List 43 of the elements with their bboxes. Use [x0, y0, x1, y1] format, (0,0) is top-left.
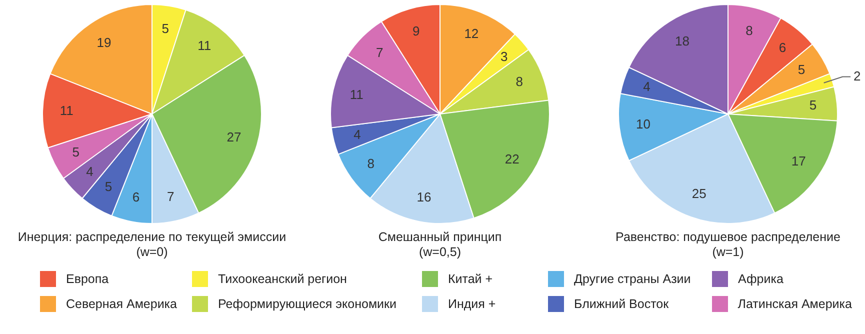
legend-label: Европа [66, 272, 109, 286]
text: Равенство: подушевое распределение (w=1) [616, 230, 840, 260]
data-label: 4 [86, 164, 94, 180]
data-label: 27 [226, 129, 242, 144]
legend-label: Другие страны Азии [574, 272, 691, 286]
legend-label: Латинская Америка [738, 296, 852, 310]
data-label: 4 [643, 79, 650, 94]
data-label: 12 [464, 26, 479, 42]
data-label: 3 [500, 49, 508, 64]
data-label: 6 [132, 189, 140, 204]
data-label: 11 [350, 86, 364, 102]
data-label: 5 [72, 144, 80, 160]
legend-label: Северная Америка [66, 296, 177, 310]
data-label: 25 [692, 186, 706, 201]
data-label: 11 [60, 102, 74, 118]
data-label: 4 [354, 126, 361, 142]
data-label: 8 [367, 156, 375, 171]
data-label: 8 [516, 74, 524, 90]
data-label: 7 [167, 188, 174, 204]
data-label: 17 [791, 154, 806, 169]
data-label: 5 [104, 179, 112, 194]
data-label: 5 [809, 98, 817, 113]
legend-label: Африка [738, 272, 784, 286]
legend-label: Китай + [448, 272, 493, 286]
data-label: 9 [412, 24, 420, 39]
data-label: 22 [504, 151, 520, 166]
text: Смешанный принцип (w=0,5) [378, 230, 502, 260]
data-label: 7 [376, 45, 384, 60]
data-label: 16 [416, 189, 432, 204]
data-label: 10 [636, 116, 650, 132]
data-label: 11 [198, 38, 212, 54]
data-label: 5 [798, 62, 806, 78]
data-label: 2 [854, 68, 861, 84]
data-label: 18 [675, 33, 690, 48]
legend-label: Реформирующиеся экономики [218, 296, 396, 310]
data-label: 8 [746, 22, 753, 38]
data-label: 19 [96, 34, 112, 50]
legend-label: Ближний Восток [574, 296, 669, 310]
text: Инерция: распределение по текущей эмиссии (w=0) [18, 230, 286, 260]
data-label: 5 [162, 21, 169, 36]
legend-label: Индия + [448, 296, 496, 310]
data-label: 6 [778, 40, 786, 55]
legend-label: Тихоокеанский регион [218, 272, 347, 286]
